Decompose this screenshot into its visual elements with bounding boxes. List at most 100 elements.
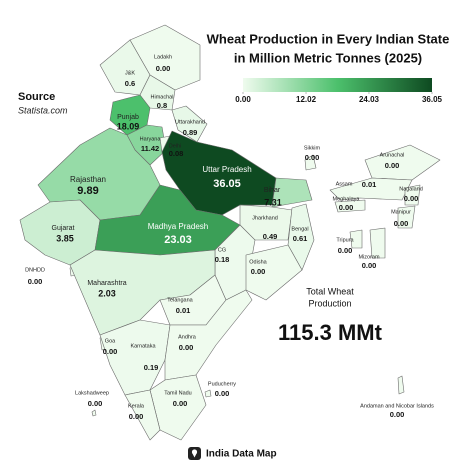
region — [404, 184, 421, 206]
region-value: 0.6 — [125, 79, 135, 88]
region-name: Odisha — [249, 259, 267, 265]
region-value: 0.00 — [179, 343, 194, 352]
region-value: 7.31 — [264, 197, 282, 207]
region-name: Madhya Pradesh — [148, 222, 208, 231]
region-name: Manipur — [391, 209, 411, 215]
region — [287, 203, 315, 271]
region-name: Telangana — [167, 297, 193, 303]
total-label: Production — [308, 298, 351, 308]
region — [397, 375, 405, 395]
region-name: Tripura — [336, 237, 354, 243]
region-name: DNHDD — [25, 267, 45, 273]
source: Statista.com — [18, 105, 68, 115]
title-line: in Million Metric Tonnes (2025) — [234, 50, 422, 65]
footer-icon — [188, 447, 201, 460]
region-value: 0.08 — [169, 149, 184, 158]
region-name: Delhi — [169, 143, 182, 149]
region — [91, 409, 97, 417]
region-value: 0.00 — [28, 277, 43, 286]
colorbar — [243, 78, 432, 92]
footer: India Data Map — [206, 449, 277, 460]
region-value: 23.03 — [164, 234, 192, 246]
regions — [19, 24, 441, 441]
region-value: 0.00 — [339, 203, 354, 212]
region — [245, 244, 303, 301]
region-value: 0.00 — [156, 64, 171, 73]
region-value: 2.03 — [98, 288, 116, 298]
region-name: Sikkim — [304, 145, 321, 151]
region-value: 18.09 — [117, 121, 140, 131]
region — [161, 130, 277, 216]
region-value: 0.00 — [173, 399, 188, 408]
region-value: 0.19 — [144, 363, 159, 372]
region-value: 0.61 — [293, 234, 308, 243]
region-value: 9.89 — [77, 185, 98, 197]
region-name: Jharkhand — [252, 215, 278, 221]
region-name: Arunachal — [380, 152, 405, 158]
region — [271, 177, 313, 208]
total-label: Total Wheat — [306, 286, 354, 296]
icon-pin-tip — [192, 453, 197, 458]
region-value: 0.00 — [215, 389, 230, 398]
region-name: Punjab — [117, 114, 139, 121]
region-name: Tamil Nadu — [164, 390, 192, 396]
region-value: 0.89 — [183, 128, 198, 137]
region-name: Bengal — [291, 226, 308, 232]
region-name: Nagaland — [399, 186, 423, 192]
region — [171, 105, 208, 143]
title-line: Wheat Production in Every Indian State — [207, 31, 450, 46]
region-name: Ladakh — [154, 54, 172, 60]
region-name: Andaman and Nicobar Islands — [360, 403, 434, 409]
region-value: 0.00 — [305, 153, 320, 162]
region-name: Himachal — [151, 94, 174, 100]
region — [349, 229, 363, 249]
region-value: 0.00 — [394, 219, 409, 228]
region — [164, 289, 253, 381]
region — [329, 177, 413, 201]
region — [397, 205, 416, 229]
region-name: Maharashtra — [87, 280, 126, 287]
region-value: 0.00 — [404, 194, 419, 203]
region-value: 11.42 — [141, 144, 159, 153]
region-name: Meghalaya — [333, 196, 361, 202]
region-name: Puducherry — [208, 381, 236, 387]
region-name: Kerala — [128, 403, 145, 409]
source-heading: Source — [18, 91, 55, 103]
region-value: 0.00 — [88, 399, 103, 408]
region-value: 3.85 — [56, 233, 74, 243]
region — [304, 154, 317, 171]
total-value: 115.3 MMt — [278, 320, 383, 345]
region-name: Lakshadweep — [75, 390, 109, 396]
region-name: Rajasthan — [70, 175, 106, 184]
region-name: Haryana — [140, 136, 162, 142]
region-value: 0.00 — [338, 246, 353, 255]
region-name: Gujarat — [52, 225, 75, 232]
region-value: 0.8 — [157, 101, 167, 110]
region-name: Assam — [336, 181, 353, 187]
region-value: 0.00 — [390, 410, 405, 419]
colorbar-tick-label: 0.00 — [235, 95, 251, 104]
region-name: Mizoram — [358, 254, 380, 260]
region-value: 0.00 — [362, 261, 377, 270]
region-value: 0.49 — [263, 232, 278, 241]
region-value: 0.00 — [103, 347, 118, 356]
region-value: 36.05 — [213, 178, 241, 190]
region — [369, 227, 386, 259]
region — [204, 389, 212, 398]
region-value: 0.00 — [385, 161, 400, 170]
region-name: Goa — [105, 338, 116, 344]
region-name: J&K — [125, 70, 135, 76]
region — [99, 319, 171, 396]
region — [364, 144, 441, 181]
colorbar-tick-label: 12.02 — [296, 95, 317, 104]
region-value: 0.01 — [176, 306, 191, 315]
region-value: 0.01 — [362, 180, 377, 189]
region — [334, 199, 366, 213]
region-name: Uttar Pradesh — [202, 165, 251, 174]
region-value: 0.00 — [129, 412, 144, 421]
region-name: Karnataka — [130, 343, 156, 349]
colorbar-tick-label: 24.03 — [359, 95, 380, 104]
colorbar-tick-label: 36.05 — [422, 95, 443, 104]
